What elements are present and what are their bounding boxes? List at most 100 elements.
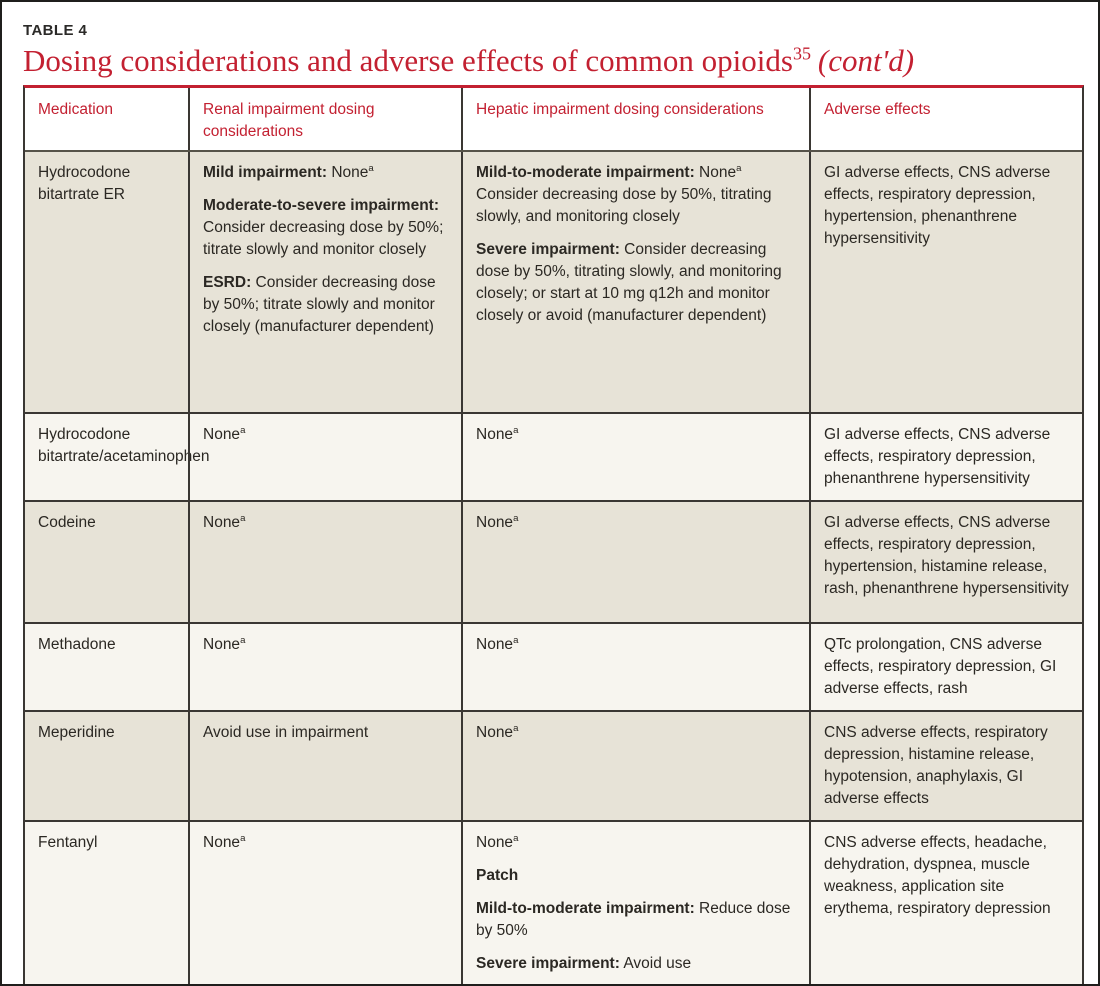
cell-adverse-effects: GI adverse effects, CNS adverse effects,… <box>809 502 1082 623</box>
cell-paragraph: Nonea <box>476 424 797 446</box>
table-body: Hydrocodone bitartrate ER Mild impairment… <box>25 152 1082 984</box>
bold-label: Mild-to-moderate impairment: <box>476 900 695 918</box>
cell-paragraph: Meperidine <box>38 722 176 744</box>
text-run: None <box>694 164 737 182</box>
cell-paragraph: Hydrocodone bitartrate/acetaminophen <box>38 424 209 468</box>
text-run: None <box>203 426 241 444</box>
table-kicker: TABLE 4 <box>23 22 88 39</box>
cell-renal-dosing: Nonea <box>188 822 461 984</box>
cell-paragraph: QTc prolongation, CNS adverse effects, r… <box>824 634 1070 700</box>
cell-adverse-effects: GI adverse effects, CNS adverse effects,… <box>809 414 1082 501</box>
cell-paragraph: Nonea <box>203 512 449 534</box>
text-run: Avoid use <box>619 955 692 973</box>
cell-medication: Hydrocodone bitartrate/acetaminophen <box>25 414 209 500</box>
text-run: Consider decreasing dose by 50%; titrate… <box>203 219 444 259</box>
cell-paragraph: Fentanyl <box>38 832 176 854</box>
title-text: Dosing considerations and adverse effect… <box>23 43 793 78</box>
cell-paragraph: CNS adverse effects, respiratory depress… <box>824 722 1070 810</box>
text-run: Avoid use in impairment <box>203 724 369 742</box>
cell-adverse-effects: CNS adverse effects, respiratory depress… <box>809 712 1082 821</box>
cell-paragraph: Nonea <box>476 634 797 656</box>
cell-adverse-effects: QTc prolongation, CNS adverse effects, r… <box>809 624 1082 711</box>
cell-paragraph: Hydrocodone bitartrate ER <box>38 162 176 206</box>
table-row: Meperidine Avoid use in impairment Nonea CN… <box>25 710 1082 821</box>
text-run: GI adverse effects, CNS adverse effects,… <box>824 426 1051 488</box>
column-header-renal: Renal impairment dosing considerations <box>188 88 461 151</box>
cell-paragraph: Mild-to-moderate impairment: Reduce dose… <box>476 898 797 942</box>
text-run: CNS adverse effects, headache, dehydrati… <box>824 834 1051 918</box>
cell-paragraph: Severe impairment: Avoid use <box>476 953 797 975</box>
text-run: Reduce dose by 50% <box>476 900 791 940</box>
table-row: Codeine Nonea Nonea GI adverse effects, CNS… <box>25 500 1082 623</box>
text-run: CNS adverse effects, respiratory depress… <box>824 724 1048 808</box>
cell-medication: Meperidine <box>25 712 188 820</box>
text-run: None <box>203 834 241 852</box>
cell-paragraph: GI adverse effects, CNS adverse effects,… <box>824 512 1070 600</box>
table-header-row: Medication Renal impairment dosing consi… <box>25 88 1082 153</box>
cell-hepatic-dosing: Nonea <box>461 712 809 821</box>
text-run: Hydrocodone bitartrate ER <box>38 164 131 204</box>
cell-medication: Codeine <box>25 502 188 622</box>
column-header-adverse-effects: Adverse effects <box>809 88 1082 151</box>
footnote-marker: a <box>368 163 374 175</box>
text-run: None <box>327 164 369 182</box>
bold-label: Moderate-to-severe impairment: <box>203 197 440 215</box>
text-run: None <box>476 514 514 532</box>
cell-paragraph: Nonea <box>476 722 797 744</box>
title-contd: (cont'd) <box>817 43 915 78</box>
cell-medication: Methadone <box>25 624 188 710</box>
text-run: None <box>203 636 241 654</box>
cell-paragraph: Methadone <box>38 634 176 656</box>
cell-paragraph: Avoid use in impairment <box>203 722 449 744</box>
table-title: Dosing considerations and adverse effect… <box>23 43 1081 78</box>
bold-label: Patch <box>476 867 519 885</box>
text-run: GI adverse effects, CNS adverse effects,… <box>824 164 1051 248</box>
bold-label: Mild impairment: <box>203 164 328 182</box>
text-run: Methadone <box>38 636 116 654</box>
bold-label: Severe impairment: <box>476 955 620 973</box>
cell-adverse-effects: CNS adverse effects, headache, dehydrati… <box>809 822 1082 984</box>
cell-medication: Hydrocodone bitartrate ER <box>25 152 188 412</box>
cell-renal-dosing: Mild impairment: Nonea Moderate-to-severe… <box>188 152 461 413</box>
footnote-marker: a <box>736 163 742 175</box>
cell-hepatic-dosing: Mild-to-moderate impairment: Nonea Consi… <box>461 152 809 413</box>
bold-label: Mild-to-moderate impairment: <box>476 164 695 182</box>
bold-label: ESRD: <box>203 274 252 292</box>
cell-hepatic-dosing: Nonea <box>461 624 809 711</box>
cell-paragraph: CNS adverse effects, headache, dehydrati… <box>824 832 1070 920</box>
cell-paragraph: Nonea <box>476 512 797 534</box>
table-row: Fentanyl Nonea Nonea Patch Mild-to-moderate … <box>25 820 1082 984</box>
text-run: GI adverse effects, CNS adverse effects,… <box>824 514 1069 598</box>
text-run: None <box>476 426 514 444</box>
footnote-marker: a <box>240 635 246 647</box>
cell-medication: Fentanyl <box>25 822 188 984</box>
text-run: Fentanyl <box>38 834 98 852</box>
cell-paragraph: Nonea <box>203 424 449 446</box>
text-run: None <box>476 834 514 852</box>
footnote-marker: a <box>240 425 246 437</box>
text-run: None <box>203 514 241 532</box>
opioid-dosing-table: Medication Renal impairment dosing consi… <box>23 85 1084 984</box>
cell-adverse-effects: GI adverse effects, CNS adverse effects,… <box>809 152 1082 413</box>
text-run: Hydrocodone bitartrate/acetaminophen <box>38 426 210 466</box>
cell-hepatic-dosing: Nonea Patch Mild-to-moderate impairment: R… <box>461 822 809 984</box>
cell-paragraph: Nonea <box>203 832 449 854</box>
cell-paragraph: Nonea <box>203 634 449 656</box>
cell-renal-dosing: Avoid use in impairment <box>188 712 461 821</box>
cell-paragraph: Codeine <box>38 512 176 534</box>
column-header-medication: Medication <box>38 101 113 119</box>
cell-paragraph: Severe impairment: Consider decreasing d… <box>476 239 797 327</box>
text-run: QTc prolongation, CNS adverse effects, r… <box>824 636 1057 698</box>
cell-paragraph: Mild impairment: Nonea <box>203 162 449 184</box>
text-run: Consider decreasing dose by 50%; titrate… <box>203 274 436 336</box>
text-run: Consider decreasing dose by 50%, titrati… <box>476 186 772 226</box>
text-run: None <box>476 724 514 742</box>
table-row: Methadone Nonea Nonea QTc prolongation, CNS… <box>25 622 1082 711</box>
cell-paragraph: Patch <box>476 865 797 887</box>
footnote-marker: a <box>513 833 519 845</box>
cell-paragraph: Nonea <box>476 832 797 854</box>
cell-renal-dosing: Nonea <box>188 502 461 623</box>
table-row: Hydrocodone bitartrate ER Mild impairment… <box>25 152 1082 413</box>
column-header-hepatic: Hepatic impairment dosing considerations <box>461 88 809 151</box>
